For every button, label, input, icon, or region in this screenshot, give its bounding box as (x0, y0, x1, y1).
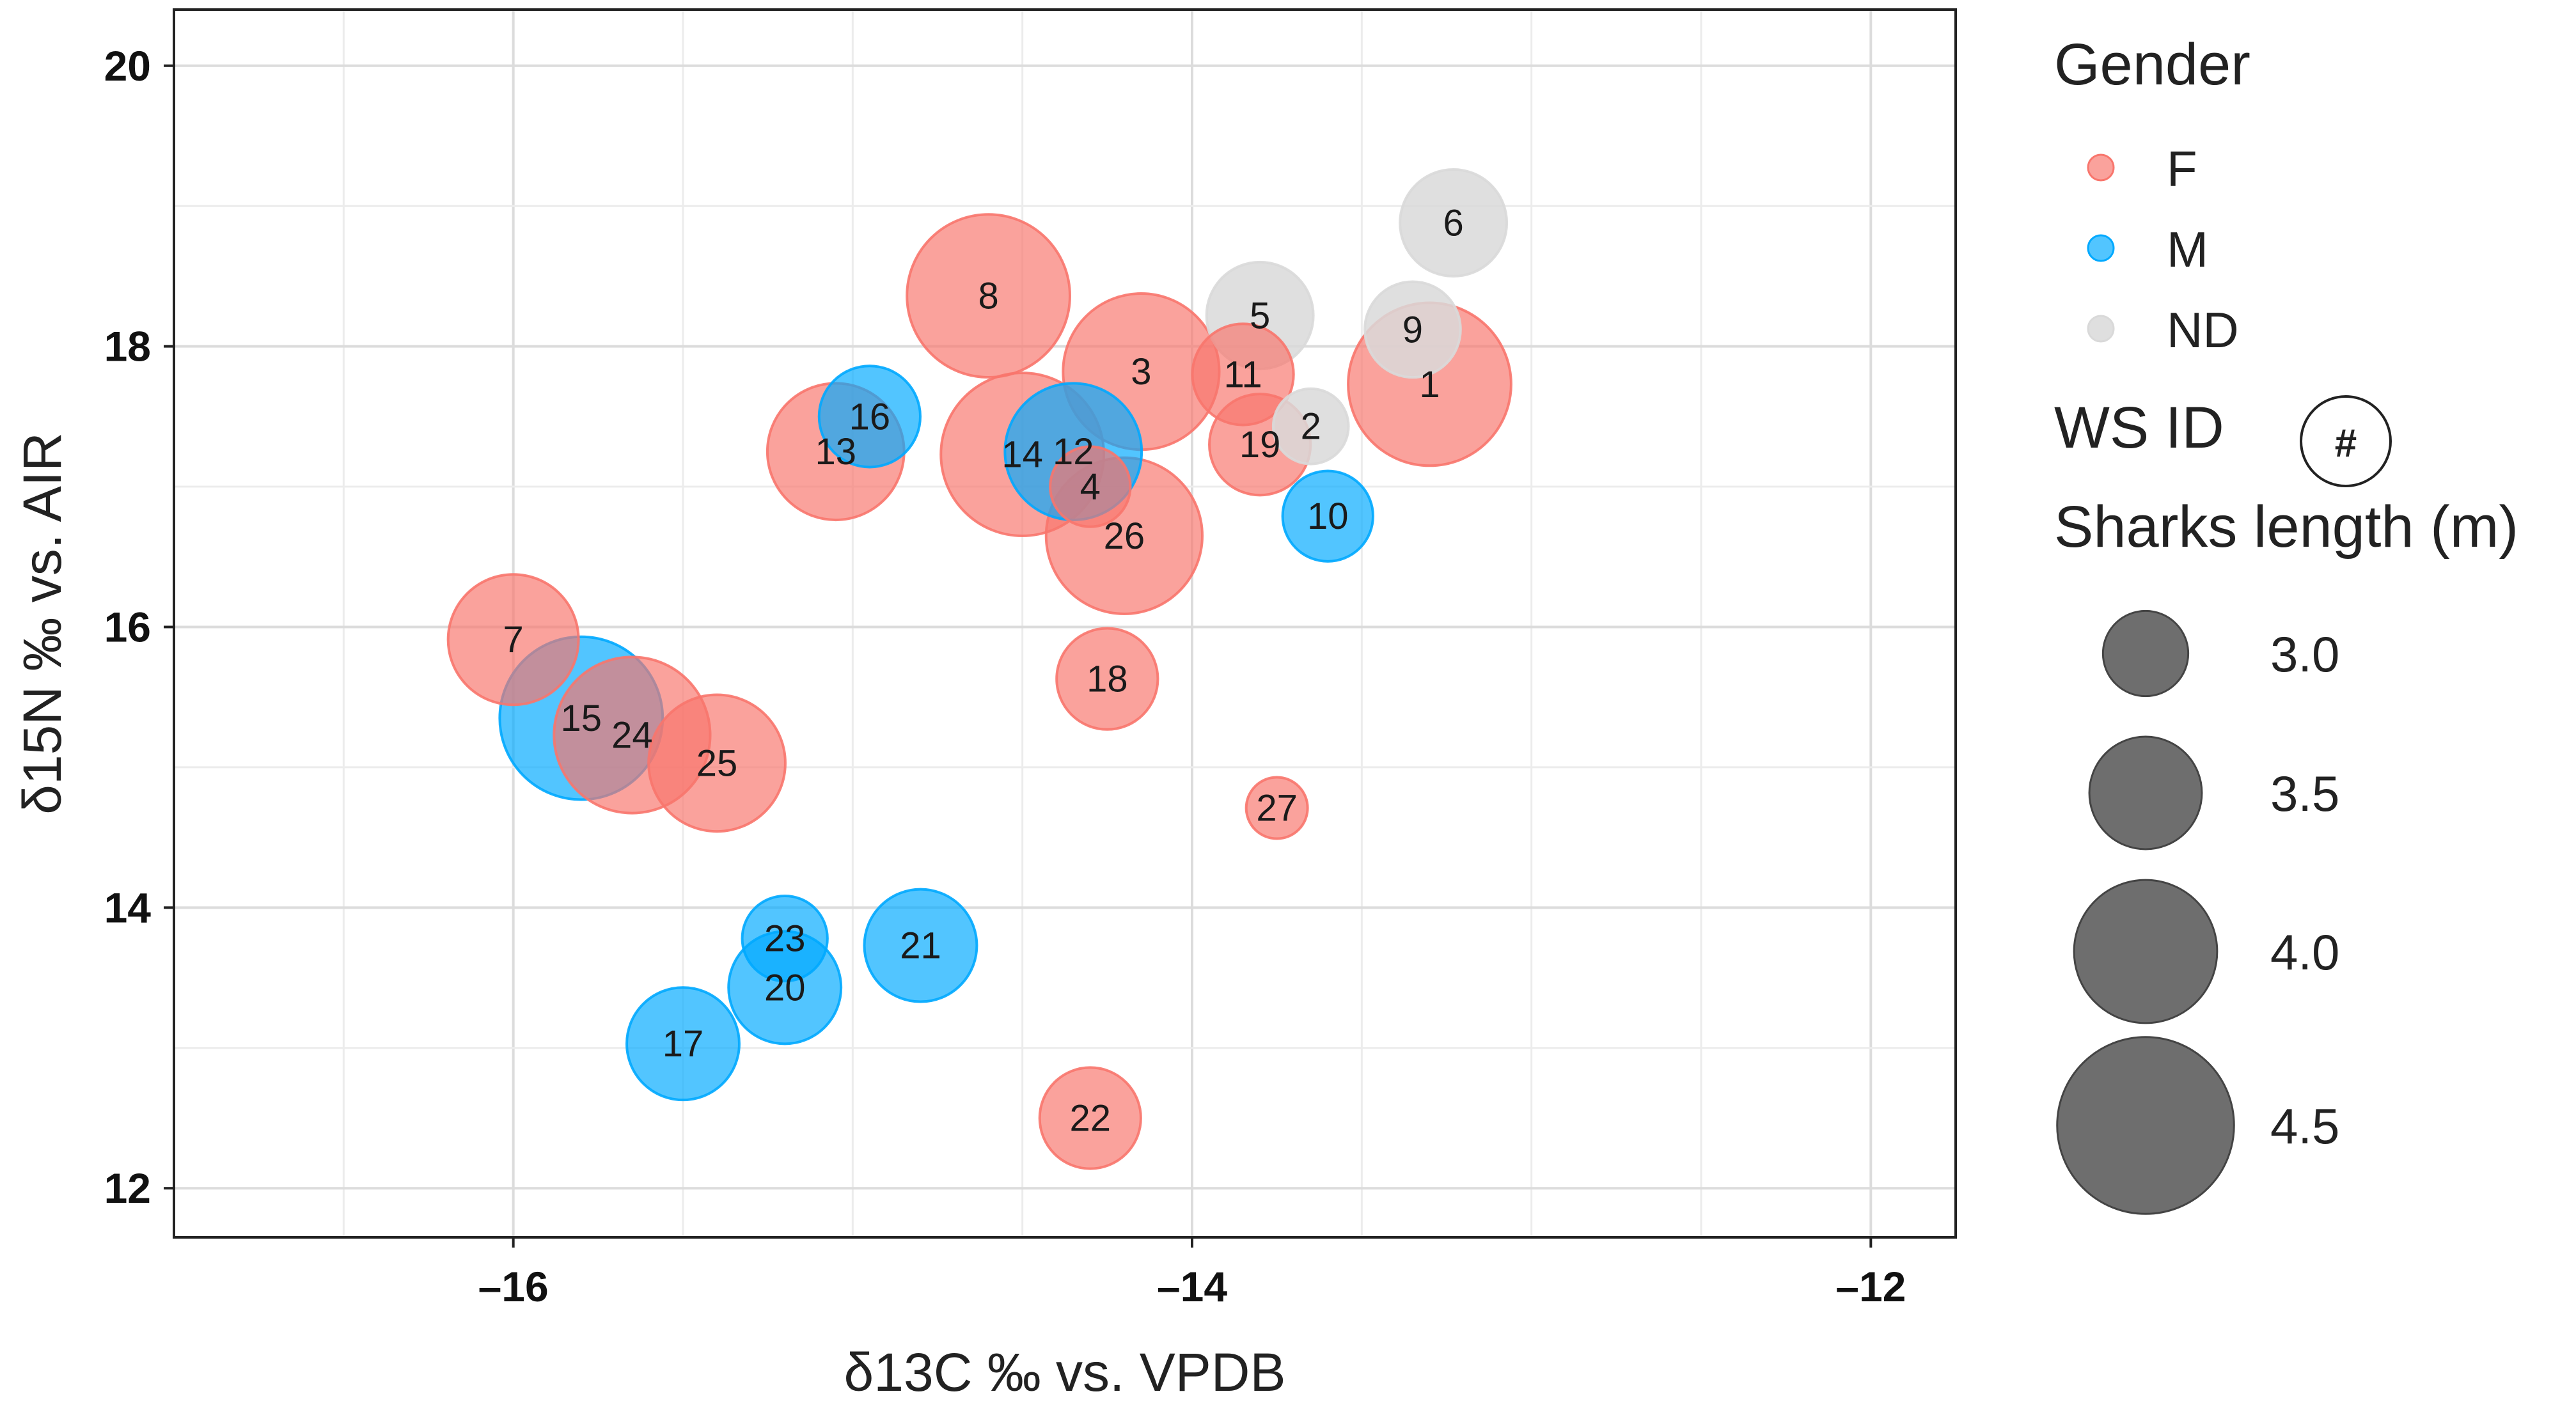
legend-gender-title: Gender (2054, 32, 2250, 97)
legend-gender-label: M (2167, 221, 2208, 278)
legend-gender-swatch (2087, 315, 2115, 343)
bubble-label: 26 (1104, 515, 1145, 557)
bubble-label: 16 (849, 396, 891, 437)
bubble-label: 17 (663, 1023, 704, 1065)
y-tick-label: 16 (104, 603, 151, 650)
y-tick-label: 20 (104, 42, 151, 90)
y-tick-label: 14 (104, 884, 152, 931)
bubble-point (1049, 445, 1132, 528)
bubble-label: 10 (1307, 496, 1349, 537)
bubble-point (446, 573, 580, 707)
legend-id-symbol: # (2335, 421, 2357, 466)
bubble-label: 25 (696, 742, 738, 784)
bubble-label: 15 (561, 698, 602, 739)
plot-panel-border (173, 8, 1957, 1239)
bubble-label: 7 (503, 619, 524, 661)
bubble-label: 18 (1087, 659, 1128, 700)
legend-gender-swatch (2087, 234, 2115, 262)
bubble-label: 13 (815, 431, 857, 473)
bubble-point (1038, 1066, 1142, 1170)
bubble-label: 11 (1223, 354, 1262, 396)
bubble-point (1271, 387, 1350, 466)
bubble-point (741, 894, 829, 983)
bubble-label: 14 (1001, 434, 1043, 476)
bubble-label: 23 (764, 918, 806, 960)
bubble-point (1281, 469, 1374, 563)
legend-size-title: Sharks length (m) (2054, 494, 2518, 560)
legend-gender-swatch (2087, 153, 2115, 182)
bubble-label: 8 (978, 276, 998, 317)
bubble-point (625, 986, 741, 1102)
legend-gender-label: ND (2167, 302, 2239, 358)
bubble-point (863, 888, 978, 1003)
bubble-label: 3 (1131, 351, 1151, 393)
bubble-point (1055, 627, 1159, 731)
legend-size-label: 4.5 (2270, 1098, 2339, 1154)
legend-size-swatch (2073, 879, 2219, 1024)
x-axis-ticks: –16 –14 –12 (478, 1237, 1906, 1310)
bubble-label: 20 (764, 967, 806, 1008)
legend-size-swatch (2101, 609, 2190, 698)
legend-id-title: WS ID (2054, 395, 2224, 460)
bubble-point (1245, 776, 1309, 840)
y-axis-title: δ15N ‰ vs. AIR (12, 432, 72, 815)
bubble-label: 19 (1239, 424, 1281, 466)
legend: Gender FM ND WS ID # Sharks length (m) 3.… (2054, 32, 2518, 1215)
legend-size-label: 4.0 (2270, 924, 2339, 980)
bubble-label: 1 (1419, 364, 1440, 405)
legend-size-items: 3.0 3.5 4.0 4.5 (2056, 609, 2339, 1215)
bubble-point (647, 693, 787, 833)
legend-size-label: 3.0 (2270, 626, 2339, 682)
legend-size-swatch (2056, 1036, 2235, 1215)
bubble-label: 9 (1402, 309, 1423, 350)
y-tick-label: 18 (104, 323, 151, 370)
legend-size-label: 3.5 (2270, 765, 2339, 822)
bubble-label: 21 (900, 925, 941, 967)
legend-gender-label: F (2167, 141, 2197, 197)
x-tick-label: –14 (1157, 1263, 1227, 1310)
legend-gender-items: FM ND (2087, 141, 2239, 358)
bubble-label: 27 (1256, 788, 1298, 829)
bubble-label: 24 (611, 714, 653, 756)
legend-size-swatch (2088, 735, 2203, 850)
bubble-label: 6 (1443, 203, 1463, 244)
y-axis-ticks: 12 14 16 18 20 (104, 42, 174, 1212)
bubble-point (817, 364, 922, 469)
bubble-label: 12 (1053, 431, 1094, 473)
x-tick-label: –12 (1835, 1263, 1906, 1310)
bubble-point (1399, 168, 1509, 278)
legend-id-symbol-circle (2300, 395, 2392, 487)
x-tick-label: –16 (478, 1263, 549, 1310)
bubble-point (906, 213, 1072, 379)
bubble-label: 4 (1080, 466, 1101, 508)
x-axis-title: δ13C ‰ vs. VPDB (844, 1342, 1286, 1402)
bubble-label: 5 (1250, 295, 1270, 336)
y-tick-label: 12 (104, 1164, 151, 1212)
grid-lines (173, 10, 1956, 1237)
bubble-label: 2 (1301, 406, 1321, 448)
bubble-point (1363, 280, 1462, 379)
bubble-label: 22 (1070, 1097, 1111, 1139)
